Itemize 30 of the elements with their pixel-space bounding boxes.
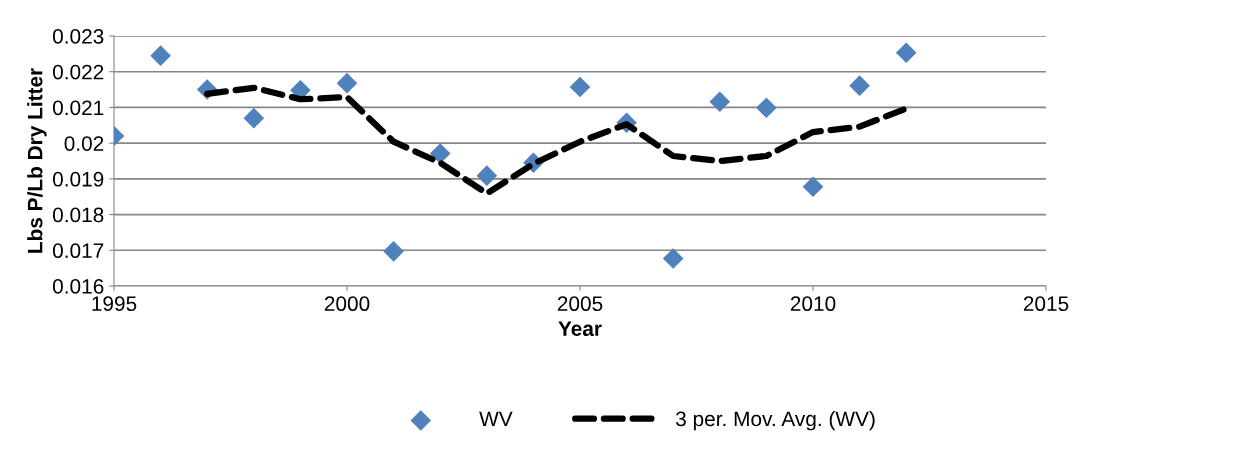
legend-label: WV: [479, 411, 513, 427]
legend-label: 3 per. Mov. Avg. (WV): [675, 410, 875, 431]
x-tick-label: 2010: [790, 296, 836, 312]
point: [662, 248, 684, 269]
x-tick-label: 2005: [557, 296, 603, 312]
point: [802, 176, 824, 198]
point: [243, 107, 265, 129]
point: [895, 42, 917, 64]
x-tick-label: 2000: [324, 296, 370, 312]
point: [429, 143, 451, 164]
x-tick-label: 2015: [1023, 296, 1069, 312]
point: [569, 76, 591, 98]
y-tick-label: 0.017: [52, 243, 104, 259]
point: [476, 165, 498, 186]
y-tick-label: 0.022: [52, 64, 104, 80]
y-tick-label: 0.021: [52, 100, 104, 116]
point: [756, 97, 777, 119]
point: [150, 45, 171, 66]
y-axis-title: Lbs P/Lb Dry Litter: [27, 68, 47, 253]
x-tick-label: 1995: [92, 296, 137, 312]
point: [849, 75, 870, 96]
x-axis-title: Year: [558, 321, 602, 336]
point: [709, 91, 731, 113]
point: [336, 72, 358, 94]
y-tick-label: 0.019: [52, 171, 104, 187]
y-tick-label: 0.023: [52, 29, 104, 44]
point: [383, 241, 404, 262]
y-tick-label: 0.016: [52, 279, 104, 294]
y-tick-label: 0.02: [64, 136, 104, 151]
y-tick-label: 0.018: [52, 207, 104, 223]
